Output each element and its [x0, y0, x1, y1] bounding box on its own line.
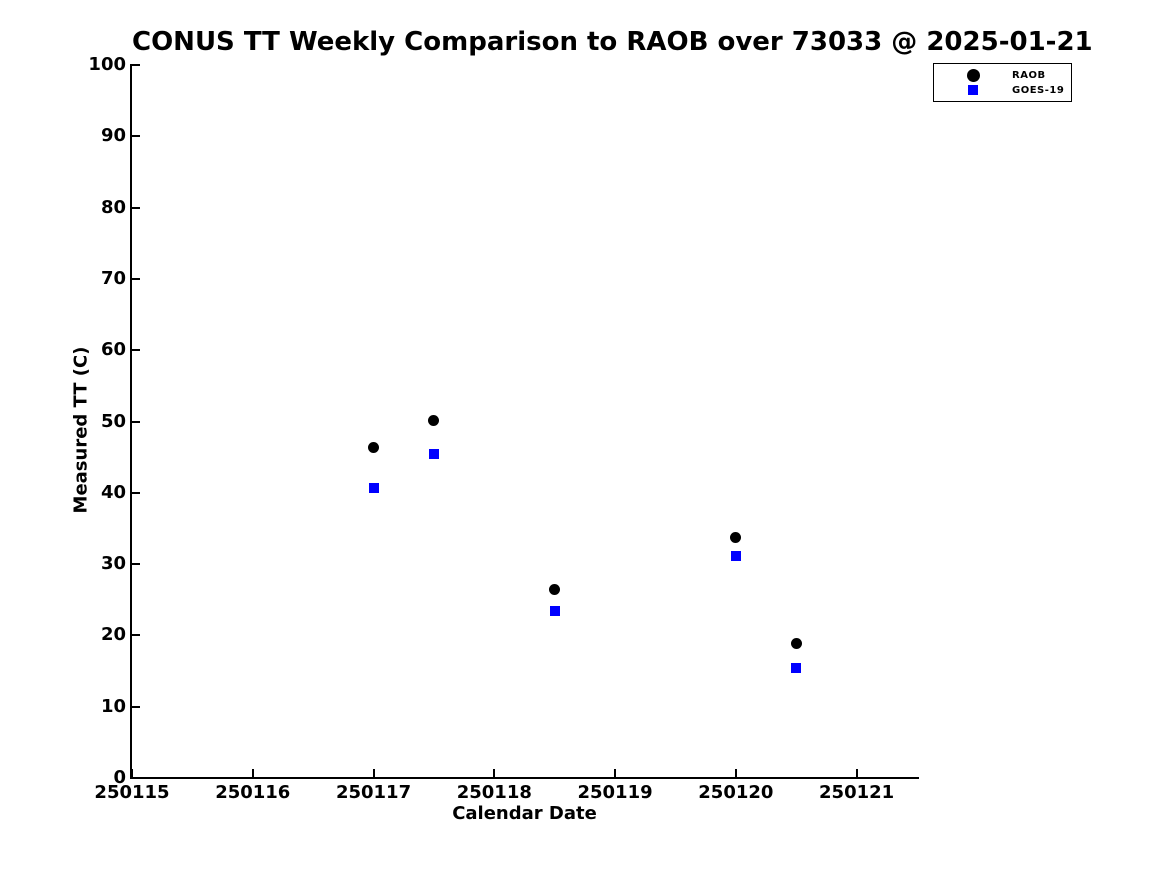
y-tick-mark [132, 563, 140, 566]
y-tick-mark [132, 349, 140, 352]
data-point-raob [368, 442, 380, 454]
y-axis-title: Measured TT (C) [70, 346, 92, 514]
y-tick-mark [132, 705, 140, 708]
data-point-goes-19 [791, 663, 802, 674]
y-tick-mark [132, 491, 140, 494]
x-axis-title: Calendar Date [452, 803, 597, 824]
y-tick-label: 70 [100, 267, 126, 289]
x-tick-label: 250117 [335, 782, 412, 803]
y-tick-label: 40 [100, 481, 126, 503]
data-point-goes-19 [730, 551, 741, 562]
x-tick-label: 250121 [819, 782, 895, 803]
y-tick-label: 100 [88, 54, 126, 75]
y-tick-label: 0 [113, 767, 126, 788]
y-tick-label: 80 [100, 196, 126, 218]
legend-marker-wrap [934, 85, 1012, 95]
raob-circle-marker-icon [966, 68, 980, 82]
x-tick-mark [251, 769, 254, 777]
y-tick-mark [132, 634, 140, 637]
data-point-raob [428, 415, 440, 427]
y-tick-mark [132, 206, 140, 209]
x-tick-label: 250115 [94, 782, 170, 803]
data-point-goes-19 [549, 606, 560, 617]
y-tick-label: 50 [100, 410, 126, 432]
data-point-raob [549, 584, 561, 596]
y-tick-mark [132, 64, 140, 66]
legend-item-raob: RAOB [934, 68, 1071, 83]
y-tick-mark [132, 277, 140, 280]
legend-item-goes-19: GOES-19 [934, 83, 1071, 98]
y-axis-line [130, 64, 132, 779]
x-tick-label: 250119 [577, 782, 653, 803]
x-tick-label: 250116 [215, 782, 291, 803]
data-point-raob [790, 637, 802, 649]
y-tick-label: 90 [100, 125, 126, 147]
legend: RAOB GOES-19 [933, 63, 1072, 102]
x-tick-mark [734, 769, 737, 777]
data-point-goes-19 [428, 449, 439, 460]
legend-label-goes-19: GOES-19 [1012, 84, 1065, 96]
x-tick-mark [614, 769, 617, 777]
y-tick-mark [132, 420, 140, 423]
y-tick-label: 60 [100, 339, 126, 361]
legend-label-raob: RAOB [1012, 69, 1046, 81]
data-point-goes-19 [368, 482, 379, 493]
x-axis-line [130, 777, 919, 779]
x-tick-label: 250118 [456, 782, 532, 803]
x-tick-mark [131, 769, 133, 777]
y-tick-mark [132, 777, 140, 779]
x-tick-label: 250120 [698, 782, 774, 803]
x-tick-mark [493, 769, 496, 777]
y-tick-label: 20 [100, 624, 126, 646]
y-tick-label: 10 [100, 695, 126, 717]
data-point-raob [730, 531, 742, 543]
goes-19-square-marker-icon [968, 85, 978, 95]
y-tick-label: 30 [100, 553, 126, 575]
y-tick-mark [132, 135, 140, 138]
legend-marker-wrap [934, 68, 1012, 82]
x-tick-mark [855, 769, 858, 777]
x-tick-mark [372, 769, 375, 777]
